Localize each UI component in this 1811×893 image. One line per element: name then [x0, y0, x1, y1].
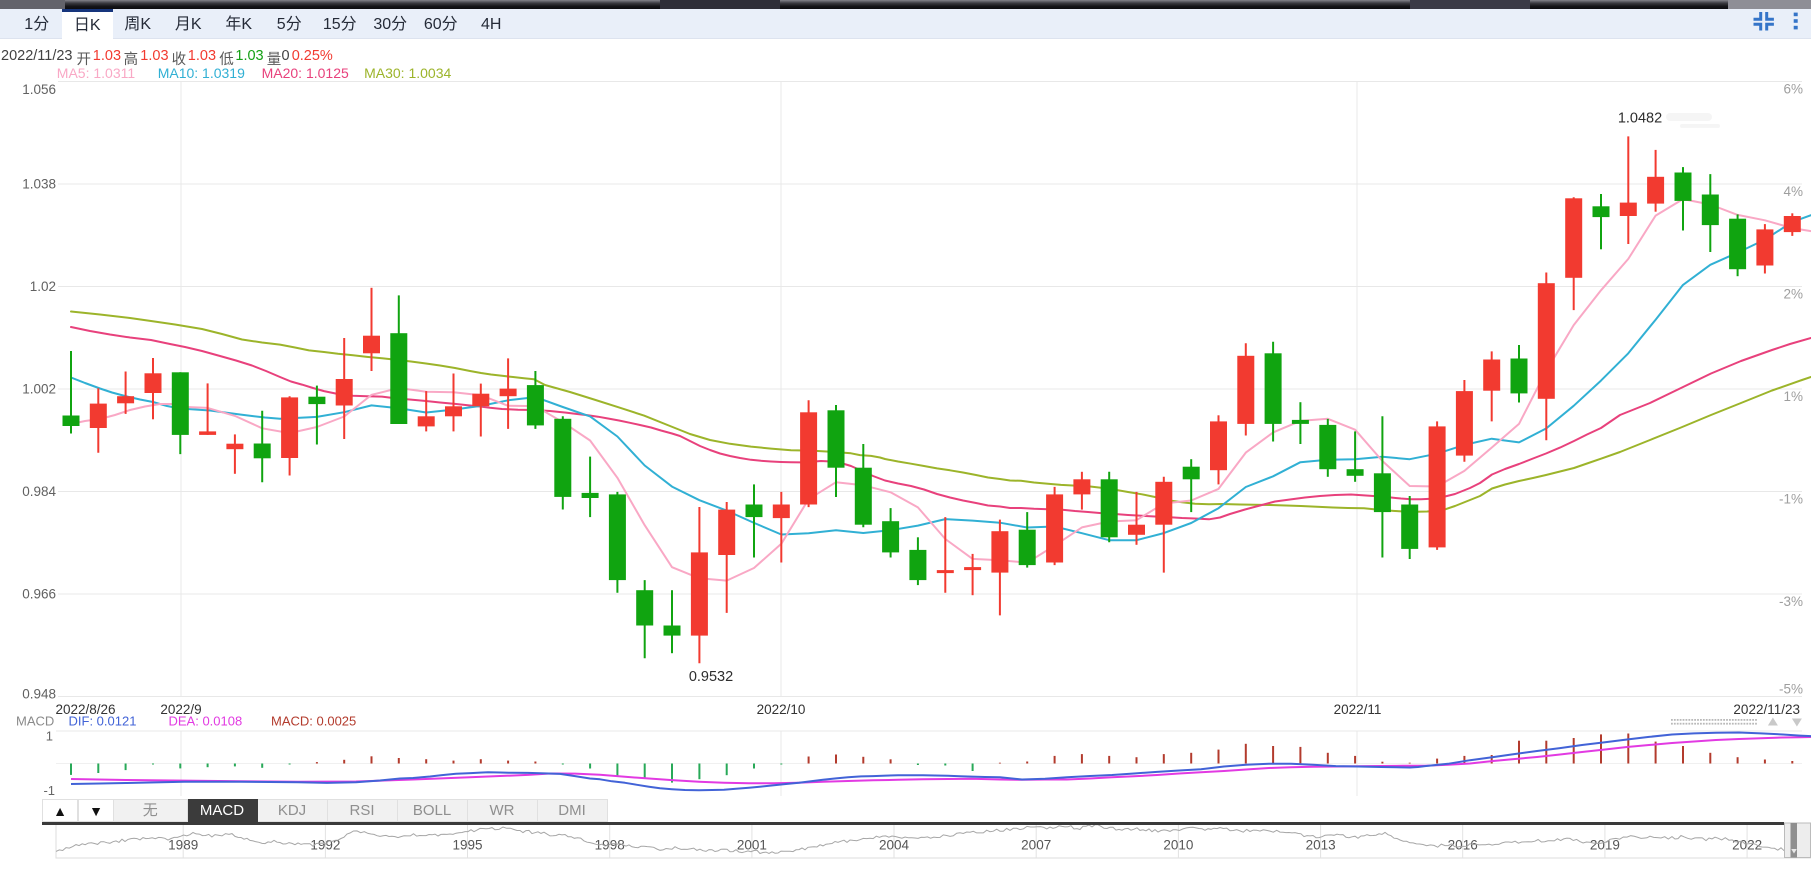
- svg-text:1.056: 1.056: [22, 82, 56, 97]
- svg-text:-3%: -3%: [1779, 594, 1803, 609]
- svg-text:2007: 2007: [1021, 838, 1051, 853]
- svg-text:0.966: 0.966: [22, 587, 56, 602]
- svg-text:1995: 1995: [452, 838, 482, 853]
- svg-text:MACD: MACD: [16, 714, 54, 729]
- svg-text:0.984: 0.984: [22, 484, 56, 499]
- svg-text:2001: 2001: [737, 838, 767, 853]
- svg-text:2004: 2004: [879, 838, 910, 853]
- svg-text:6%: 6%: [1783, 82, 1803, 97]
- svg-text:0.9532: 0.9532: [689, 669, 733, 685]
- svg-text:2022/8/26: 2022/8/26: [55, 702, 115, 717]
- svg-text:4%: 4%: [1783, 184, 1803, 199]
- svg-text:0.948: 0.948: [22, 687, 56, 702]
- svg-text:2010: 2010: [1163, 838, 1193, 853]
- svg-text:2%: 2%: [1783, 287, 1803, 302]
- svg-text:-5%: -5%: [1779, 682, 1803, 697]
- svg-text:DIF: 0.0121: DIF: 0.0121: [69, 714, 137, 729]
- svg-text:2013: 2013: [1306, 838, 1336, 853]
- svg-text:1: 1: [46, 729, 53, 744]
- svg-text:2022/10: 2022/10: [757, 702, 806, 717]
- svg-text:2022/11/23: 2022/11/23: [1733, 702, 1800, 717]
- svg-text:1.038: 1.038: [22, 177, 56, 192]
- svg-text:1.002: 1.002: [22, 382, 56, 397]
- svg-text:DEA: 0.0108: DEA: 0.0108: [169, 714, 243, 729]
- svg-text:MACD: 0.0025: MACD: 0.0025: [271, 714, 356, 729]
- svg-text:2022/9: 2022/9: [160, 702, 201, 717]
- svg-text:1.0482: 1.0482: [1618, 111, 1662, 127]
- svg-text:1989: 1989: [168, 838, 198, 853]
- svg-text:2019: 2019: [1590, 838, 1620, 853]
- svg-text:-1: -1: [43, 783, 55, 798]
- svg-text:1.02: 1.02: [30, 279, 56, 294]
- svg-text:2016: 2016: [1448, 838, 1478, 853]
- svg-text:2022/11: 2022/11: [1334, 702, 1382, 717]
- svg-text:1%: 1%: [1783, 389, 1803, 404]
- svg-text:-1%: -1%: [1779, 492, 1803, 507]
